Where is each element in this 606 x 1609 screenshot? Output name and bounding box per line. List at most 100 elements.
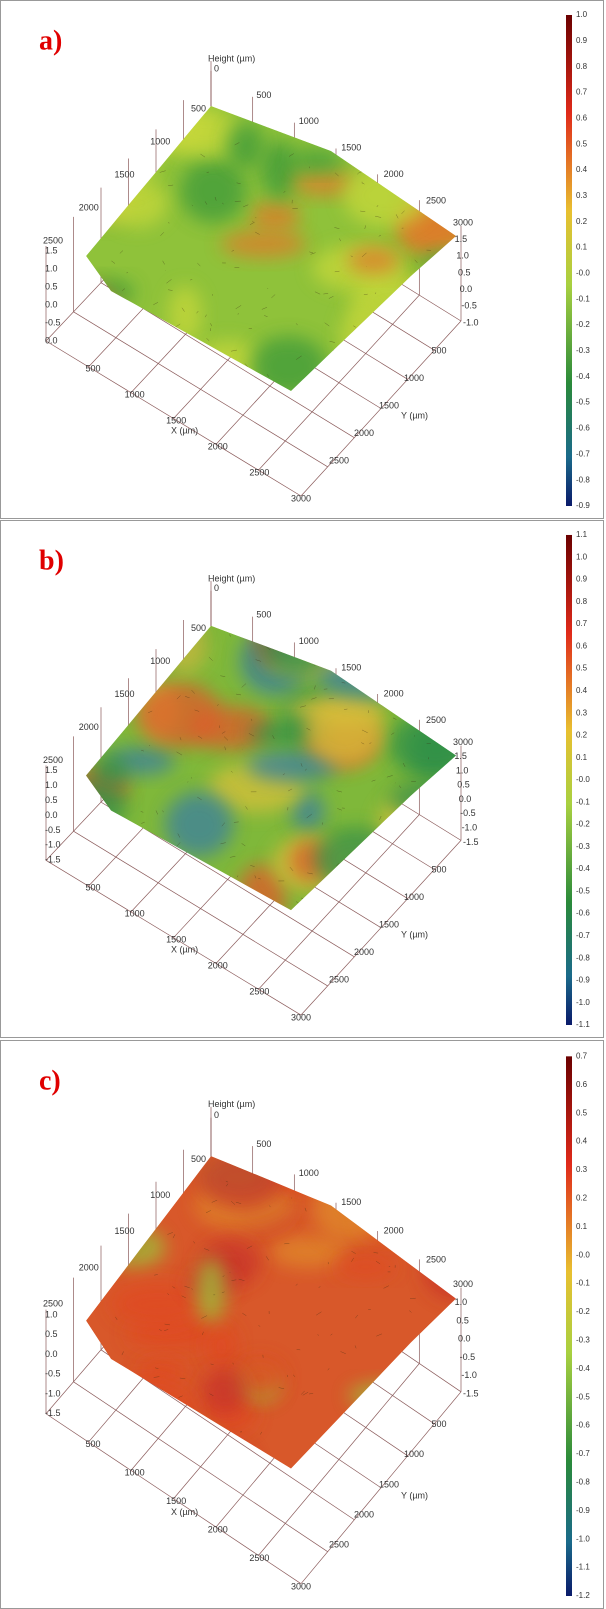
colorbar-tick-label: -0.6 xyxy=(576,1421,590,1430)
texture xyxy=(250,865,255,867)
texture xyxy=(327,126,330,131)
texture xyxy=(361,742,365,745)
texture xyxy=(398,785,402,789)
texture xyxy=(302,1391,309,1396)
z-tick-label: 1.5 xyxy=(454,751,467,761)
texture xyxy=(159,170,166,173)
texture xyxy=(310,252,316,255)
x-axis-label: X (µm) xyxy=(171,1507,198,1517)
colorbar-tick-label: 0.5 xyxy=(576,664,588,673)
texture xyxy=(159,1428,162,1430)
colorbar-tick-label: -0.3 xyxy=(576,842,590,851)
texture xyxy=(413,1253,417,1255)
texture xyxy=(373,1252,379,1254)
texture xyxy=(89,827,92,832)
colorbar-tick-label: 0.2 xyxy=(576,1193,588,1202)
surface-patch xyxy=(335,1256,395,1278)
texture xyxy=(339,238,342,242)
surface-patch xyxy=(138,1359,187,1384)
z-tick-label: 1.5 xyxy=(45,765,58,775)
texture xyxy=(334,270,340,273)
texture xyxy=(375,292,377,295)
texture xyxy=(230,770,233,773)
texture xyxy=(258,1324,261,1327)
z-axis-label: Height (µm) xyxy=(208,1099,255,1109)
texture xyxy=(362,182,365,185)
texture xyxy=(360,1180,366,1182)
z-tick-label: -1.5 xyxy=(45,1408,61,1418)
texture xyxy=(184,696,190,699)
surface-patch xyxy=(347,246,400,274)
colorbar-tick-label: 0.7 xyxy=(576,619,588,628)
z-tick-label: 0.0 xyxy=(458,1334,471,1344)
texture xyxy=(285,638,291,643)
floor-grid xyxy=(45,860,302,1016)
texture xyxy=(201,1315,208,1319)
texture xyxy=(329,341,335,343)
z-tick-label: 0.5 xyxy=(456,1315,469,1325)
texture xyxy=(260,1431,262,1435)
texture xyxy=(418,1404,423,1408)
z-tick-label: 1.5 xyxy=(45,245,58,255)
surface xyxy=(86,1156,456,1469)
texture xyxy=(416,334,421,338)
left-tick-label: 2500 xyxy=(43,235,63,245)
texture xyxy=(408,329,411,332)
texture xyxy=(260,118,264,123)
surface-patch xyxy=(96,121,133,166)
left-tick-label: 1000 xyxy=(150,656,170,666)
back-tick-label: 500 xyxy=(256,90,271,100)
texture xyxy=(323,293,329,295)
surface-patch xyxy=(164,791,234,857)
texture xyxy=(131,1181,136,1184)
surface-patch xyxy=(312,1175,383,1242)
texture xyxy=(86,854,87,858)
texture xyxy=(217,704,219,706)
texture xyxy=(190,279,193,281)
colorbar-tick-label: -0.2 xyxy=(576,1307,590,1316)
texture xyxy=(255,659,262,662)
texture xyxy=(398,880,404,883)
colorbar-tick-label: -1.0 xyxy=(576,1534,590,1543)
texture xyxy=(355,876,359,878)
colorbar-tick-label: -0.9 xyxy=(576,976,590,985)
colorbar-tick-label: -0.3 xyxy=(576,1335,590,1344)
texture xyxy=(362,1156,365,1160)
texture xyxy=(288,788,293,792)
surface-patch xyxy=(259,625,336,676)
texture xyxy=(177,1171,179,1176)
texture xyxy=(114,707,118,712)
floor-grid xyxy=(45,340,302,497)
texture xyxy=(162,260,165,265)
texture xyxy=(337,632,341,637)
texture xyxy=(371,380,375,385)
z-tick-label: 0.0 xyxy=(45,1349,58,1359)
texture xyxy=(197,262,201,267)
texture xyxy=(419,1248,425,1252)
texture xyxy=(105,1277,110,1281)
texture xyxy=(155,1367,159,1369)
texture xyxy=(430,684,436,688)
texture xyxy=(363,293,368,295)
texture xyxy=(179,737,182,741)
texture xyxy=(158,895,164,900)
texture xyxy=(146,633,149,637)
surface-patch xyxy=(275,625,352,656)
texture xyxy=(367,1463,373,1466)
texture xyxy=(317,1334,319,1336)
texture xyxy=(364,225,366,230)
texture xyxy=(250,385,257,389)
texture xyxy=(407,1220,413,1223)
texture xyxy=(224,746,226,751)
texture xyxy=(137,1233,139,1235)
surface xyxy=(86,625,456,911)
texture xyxy=(232,1362,234,1365)
texture xyxy=(115,340,121,342)
texture xyxy=(306,813,312,819)
back-tick-label: 1000 xyxy=(299,1168,319,1178)
texture xyxy=(414,259,418,263)
texture xyxy=(337,808,342,811)
texture xyxy=(336,790,343,793)
texture xyxy=(210,1363,214,1365)
colorbar-tick-label: -0.1 xyxy=(576,294,590,303)
